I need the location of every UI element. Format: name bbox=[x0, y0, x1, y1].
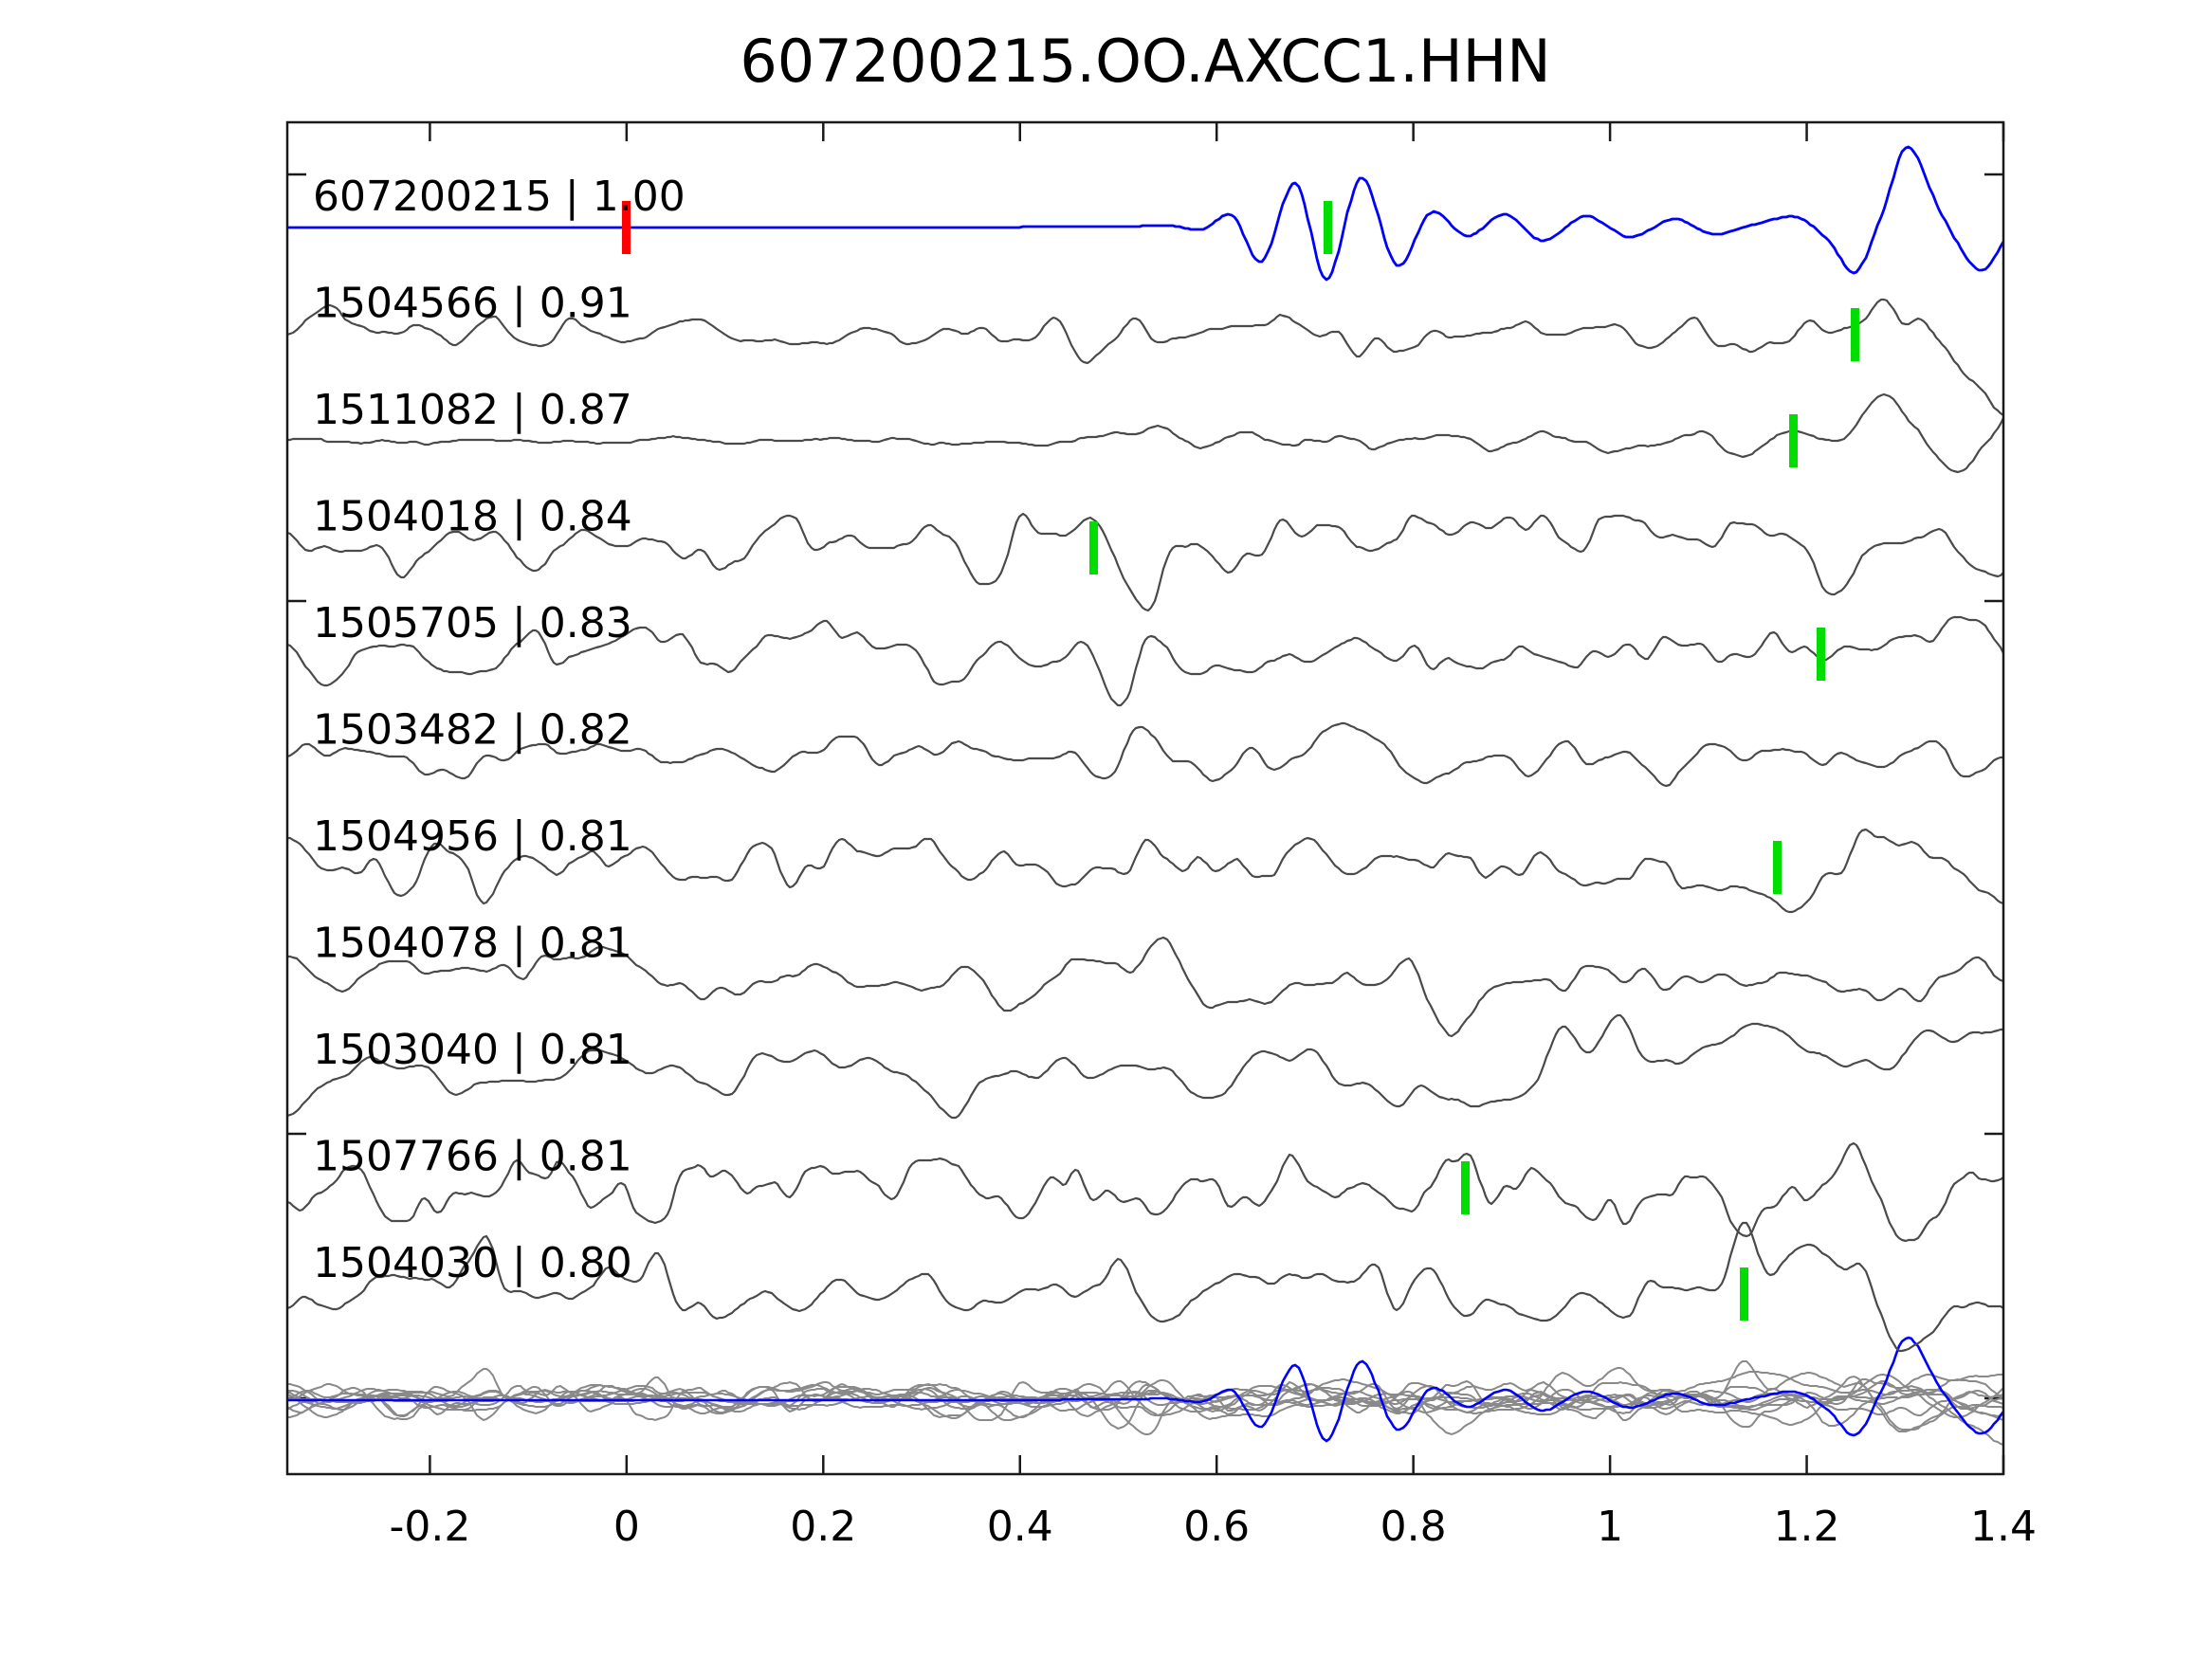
x-tick-label: 0 bbox=[613, 1503, 640, 1551]
x-tick-label: 0.4 bbox=[987, 1503, 1053, 1551]
overlay-reference-trace bbox=[287, 1336, 2003, 1443]
x-tick-label: 1.4 bbox=[1970, 1503, 2037, 1551]
green-pick-marker bbox=[1851, 308, 1859, 361]
trace-row bbox=[287, 615, 2003, 707]
trace-waveform bbox=[287, 1221, 2003, 1353]
trace-label: 1504566 | 0.91 bbox=[313, 280, 632, 328]
trace-label: 1507766 | 0.81 bbox=[313, 1133, 632, 1181]
trace-label: 1504956 | 0.81 bbox=[313, 812, 632, 861]
chart-title: 607200215.OO.AXCC1.HHN bbox=[740, 27, 1551, 96]
trace-waveform bbox=[287, 298, 2003, 416]
x-tick-label: 0.2 bbox=[790, 1503, 856, 1551]
trace-row bbox=[287, 1013, 2003, 1120]
green-pick-marker bbox=[1789, 414, 1798, 467]
green-pick-marker bbox=[1089, 521, 1098, 574]
overlay-trace bbox=[287, 1367, 2003, 1419]
trace-waveform bbox=[287, 512, 2003, 612]
overlay-trace bbox=[287, 1375, 2003, 1431]
green-pick-marker bbox=[1324, 201, 1332, 254]
x-tick-label: 1 bbox=[1597, 1503, 1623, 1551]
axes: -0.2 0 0.2 0.4 0.6 0.8 1 1.2 1.4 bbox=[287, 122, 2037, 1551]
trace-label: 1503482 | 0.82 bbox=[313, 706, 632, 755]
trace-label: 1505705 | 0.83 bbox=[313, 599, 632, 647]
x-tick-label: -0.2 bbox=[389, 1503, 470, 1551]
trace-row bbox=[287, 512, 2003, 612]
x-tick-label: 0.8 bbox=[1380, 1503, 1447, 1551]
trace-waveform bbox=[287, 392, 2003, 474]
trace-waveform bbox=[287, 936, 2003, 1038]
trace-row bbox=[287, 1221, 2003, 1353]
trace-label: 1511082 | 0.87 bbox=[313, 386, 632, 434]
trace-row bbox=[287, 145, 2003, 282]
x-tick-label: 0.6 bbox=[1183, 1503, 1250, 1551]
trace-label: 607200215 | 1.00 bbox=[313, 173, 686, 221]
trace-row bbox=[287, 936, 2003, 1038]
trace-waveform bbox=[287, 145, 2003, 282]
green-pick-marker bbox=[1773, 841, 1782, 894]
trace-label: 1503040 | 0.81 bbox=[313, 1026, 632, 1074]
red-pick-marker bbox=[622, 201, 631, 254]
x-tick-label: 1.2 bbox=[1774, 1503, 1840, 1551]
trace-row bbox=[287, 828, 2003, 914]
green-pick-marker bbox=[1817, 628, 1825, 681]
green-pick-marker bbox=[1740, 1267, 1748, 1321]
trace-waveform bbox=[287, 1013, 2003, 1120]
trace-label: 1504078 | 0.81 bbox=[313, 920, 632, 968]
plot-border bbox=[285, 120, 2005, 1476]
trace-row bbox=[287, 1141, 2003, 1243]
trace-label: 1504018 | 0.84 bbox=[313, 493, 632, 541]
trace-row bbox=[287, 298, 2003, 416]
trace-waveform bbox=[287, 615, 2003, 707]
trace-waveform bbox=[287, 828, 2003, 914]
trace-row bbox=[287, 721, 2003, 788]
overlay-stack bbox=[287, 1336, 2003, 1446]
overlay-trace bbox=[287, 1360, 2003, 1432]
trace-waveform bbox=[287, 721, 2003, 788]
trace-label: 1504030 | 0.80 bbox=[313, 1239, 632, 1287]
trace-row bbox=[287, 392, 2003, 474]
trace-waveform bbox=[287, 1141, 2003, 1243]
green-pick-marker bbox=[1461, 1161, 1470, 1214]
